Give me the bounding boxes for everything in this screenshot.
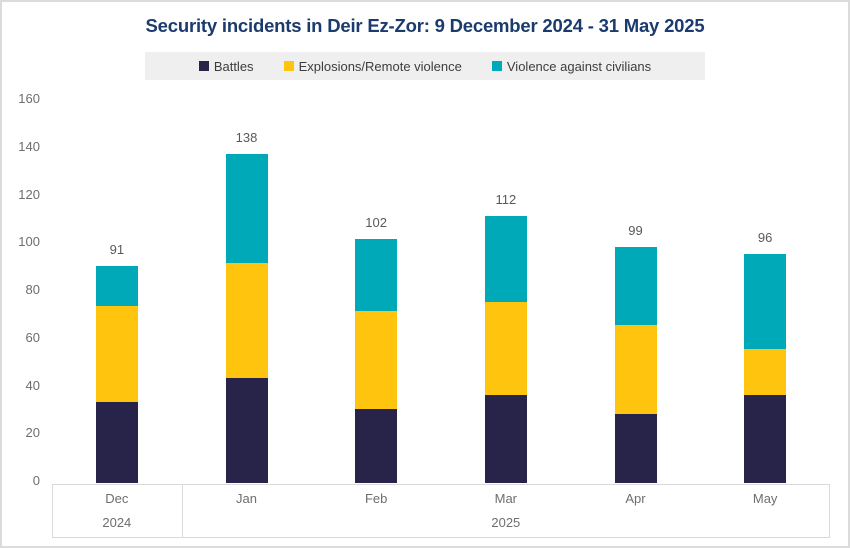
bar-segment-violence xyxy=(225,153,268,264)
bar-total-label: 91 xyxy=(109,241,125,257)
stacked-bar-jan xyxy=(225,153,268,483)
bar-total-label: 96 xyxy=(757,229,773,245)
x-axis-year-label: 2024 xyxy=(102,515,132,530)
bar-segment-explosions xyxy=(744,349,787,395)
bar-segment-violence xyxy=(614,246,657,326)
stacked-bar-dec xyxy=(95,265,138,483)
stacked-bar-apr xyxy=(614,246,657,483)
bar-segment-explosions xyxy=(95,306,138,402)
legend-item: Battles xyxy=(198,58,254,74)
legend-item-label: Violence against civilians xyxy=(506,58,652,74)
bar-segment-battles xyxy=(614,413,657,483)
x-axis-month-label: Mar xyxy=(494,491,518,506)
bar-segment-battles xyxy=(484,394,527,483)
y-axis-tick-label: 60 xyxy=(25,329,40,345)
bar-total-label: 138 xyxy=(235,129,258,145)
stacked-bar-feb xyxy=(355,239,398,483)
bar-segment-battles xyxy=(95,401,138,483)
explosions-swatch-icon xyxy=(283,61,294,71)
legend-item-label: Explosions/Remote violence xyxy=(298,58,462,74)
y-axis-tick-label: 0 xyxy=(32,473,40,488)
bar-segment-violence xyxy=(95,265,138,307)
bar-segment-violence xyxy=(744,253,787,350)
bar-segment-explosions xyxy=(484,301,527,395)
y-axis-tick-label: 140 xyxy=(18,138,40,154)
y-axis-tick-label: 160 xyxy=(18,91,40,106)
y-axis-tick-label: 80 xyxy=(25,282,40,297)
bar-segment-explosions xyxy=(355,311,398,409)
y-axis-tick-label: 20 xyxy=(25,425,40,441)
chart-title: Security incidents in Deir Ez-Zor: 9 Dec… xyxy=(145,15,705,36)
legend-item-label: Battles xyxy=(213,58,254,74)
x-axis-month-label: Apr xyxy=(625,491,646,506)
bar-segment-explosions xyxy=(225,263,268,378)
bar-total-label: 99 xyxy=(628,222,643,238)
x-axis-month-label: Jan xyxy=(236,491,257,506)
x-axis-month-label: Feb xyxy=(364,491,388,506)
bar-segment-violence xyxy=(355,239,398,312)
violence-swatch-icon xyxy=(491,61,502,71)
x-axis-month-label: Dec xyxy=(105,491,129,506)
stacked-bar-may xyxy=(744,253,787,483)
bar-segment-violence xyxy=(484,215,527,302)
bar-segment-explosions xyxy=(614,325,657,414)
bar-segment-battles xyxy=(225,377,268,483)
bar-total-label: 102 xyxy=(365,215,387,231)
y-axis-tick-label: 100 xyxy=(18,234,40,250)
bar-segment-battles xyxy=(744,394,787,483)
x-axis-year-label: 2025 xyxy=(491,515,521,530)
x-axis-month-label: May xyxy=(752,491,778,506)
bar-total-label: 112 xyxy=(495,191,517,207)
y-axis-tick-label: 40 xyxy=(25,377,40,393)
axis-group-divider xyxy=(181,484,183,538)
bar-segment-battles xyxy=(355,408,398,483)
battles-swatch-icon xyxy=(198,61,209,71)
legend-item: Violence against civilians xyxy=(491,58,652,74)
legend: Battles Explosions/Remote violence Violenc… xyxy=(145,52,705,80)
legend-item: Explosions/Remote violence xyxy=(283,58,462,74)
y-axis-tick-label: 120 xyxy=(18,186,40,202)
stacked-bar-mar xyxy=(484,215,527,483)
